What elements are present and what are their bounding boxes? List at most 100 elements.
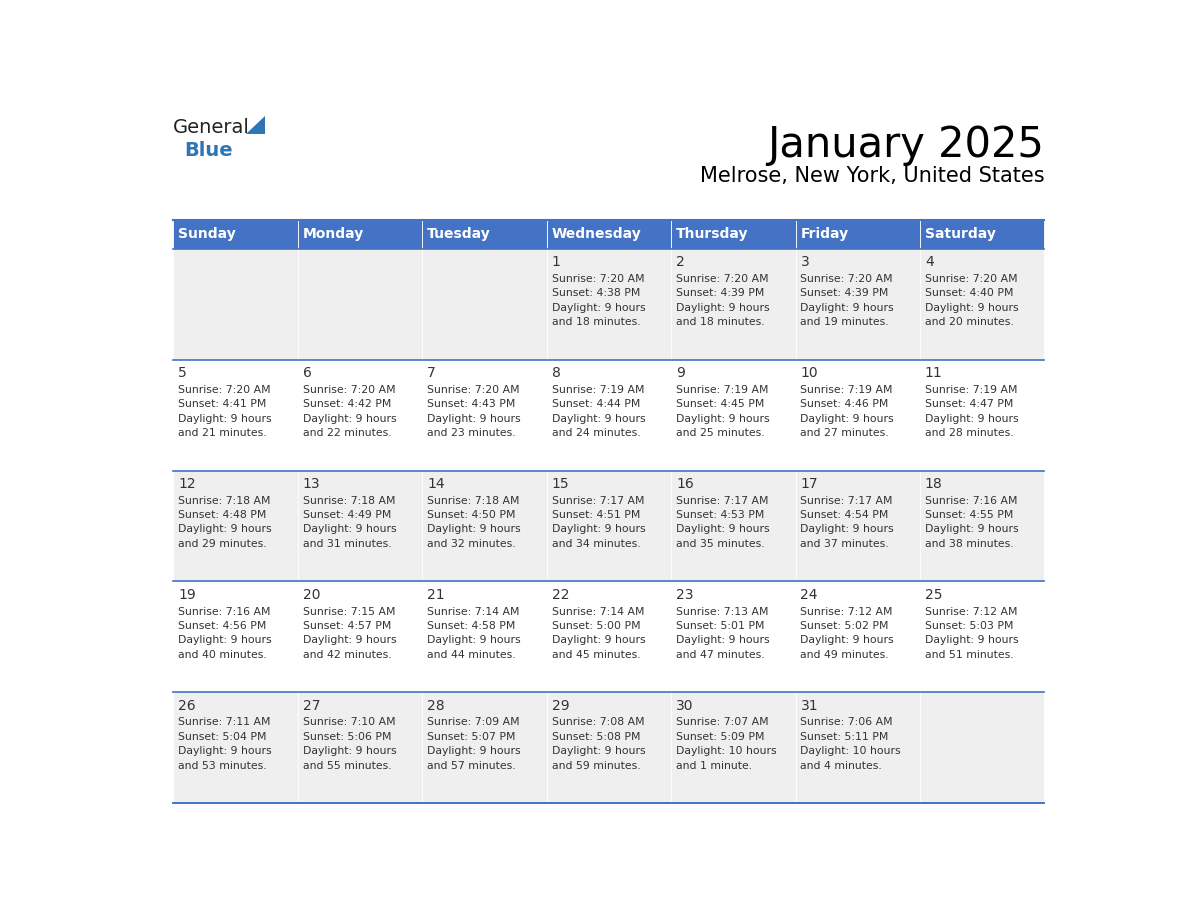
Bar <box>298 249 422 360</box>
Bar <box>173 692 298 803</box>
Text: Sunrise: 7:08 AM
Sunset: 5:08 PM
Daylight: 9 hours
and 59 minutes.: Sunrise: 7:08 AM Sunset: 5:08 PM Dayligh… <box>551 717 645 770</box>
Text: 17: 17 <box>801 477 819 491</box>
Bar <box>422 692 546 803</box>
Text: 16: 16 <box>676 477 694 491</box>
Text: Melrose, New York, United States: Melrose, New York, United States <box>700 165 1044 185</box>
Text: 4: 4 <box>925 255 934 269</box>
Text: Sunrise: 7:18 AM
Sunset: 4:49 PM
Daylight: 9 hours
and 31 minutes.: Sunrise: 7:18 AM Sunset: 4:49 PM Dayligh… <box>303 496 397 549</box>
Text: 30: 30 <box>676 699 694 713</box>
Bar <box>796 581 920 692</box>
Text: 20: 20 <box>303 588 321 602</box>
Text: Sunrise: 7:19 AM
Sunset: 4:44 PM
Daylight: 9 hours
and 24 minutes.: Sunrise: 7:19 AM Sunset: 4:44 PM Dayligh… <box>551 385 645 438</box>
Text: Sunrise: 7:14 AM
Sunset: 4:58 PM
Daylight: 9 hours
and 44 minutes.: Sunrise: 7:14 AM Sunset: 4:58 PM Dayligh… <box>428 607 520 660</box>
Text: Sunrise: 7:11 AM
Sunset: 5:04 PM
Daylight: 9 hours
and 53 minutes.: Sunrise: 7:11 AM Sunset: 5:04 PM Dayligh… <box>178 717 272 770</box>
Text: Sunrise: 7:20 AM
Sunset: 4:41 PM
Daylight: 9 hours
and 21 minutes.: Sunrise: 7:20 AM Sunset: 4:41 PM Dayligh… <box>178 385 272 438</box>
Bar <box>173 471 298 581</box>
Bar <box>671 360 796 471</box>
Text: Saturday: Saturday <box>925 227 996 241</box>
Text: Sunrise: 7:19 AM
Sunset: 4:46 PM
Daylight: 9 hours
and 27 minutes.: Sunrise: 7:19 AM Sunset: 4:46 PM Dayligh… <box>801 385 895 438</box>
Text: Friday: Friday <box>801 227 848 241</box>
Text: General: General <box>173 118 251 138</box>
Text: Sunrise: 7:10 AM
Sunset: 5:06 PM
Daylight: 9 hours
and 55 minutes.: Sunrise: 7:10 AM Sunset: 5:06 PM Dayligh… <box>303 717 397 770</box>
Text: 2: 2 <box>676 255 684 269</box>
Text: 18: 18 <box>925 477 943 491</box>
Bar <box>920 692 1044 803</box>
Text: 15: 15 <box>551 477 569 491</box>
Bar <box>920 471 1044 581</box>
Bar <box>796 692 920 803</box>
Bar <box>422 219 546 249</box>
Polygon shape <box>246 116 265 134</box>
Text: 19: 19 <box>178 588 196 602</box>
Bar <box>546 249 671 360</box>
Text: Sunday: Sunday <box>178 227 236 241</box>
Text: Blue: Blue <box>184 141 233 161</box>
Text: Sunrise: 7:18 AM
Sunset: 4:48 PM
Daylight: 9 hours
and 29 minutes.: Sunrise: 7:18 AM Sunset: 4:48 PM Dayligh… <box>178 496 272 549</box>
Text: Sunrise: 7:19 AM
Sunset: 4:47 PM
Daylight: 9 hours
and 28 minutes.: Sunrise: 7:19 AM Sunset: 4:47 PM Dayligh… <box>925 385 1018 438</box>
Text: 22: 22 <box>551 588 569 602</box>
Text: Sunrise: 7:19 AM
Sunset: 4:45 PM
Daylight: 9 hours
and 25 minutes.: Sunrise: 7:19 AM Sunset: 4:45 PM Dayligh… <box>676 385 770 438</box>
Text: 25: 25 <box>925 588 942 602</box>
Text: 27: 27 <box>303 699 321 713</box>
Text: 26: 26 <box>178 699 196 713</box>
Bar <box>546 471 671 581</box>
Bar <box>422 581 546 692</box>
Text: 28: 28 <box>428 699 444 713</box>
Bar <box>546 219 671 249</box>
Text: 8: 8 <box>551 366 561 380</box>
Bar <box>796 360 920 471</box>
Bar <box>173 360 298 471</box>
Text: 29: 29 <box>551 699 569 713</box>
Bar <box>671 581 796 692</box>
Bar <box>546 360 671 471</box>
Bar <box>298 581 422 692</box>
Bar <box>298 692 422 803</box>
Text: Sunrise: 7:17 AM
Sunset: 4:53 PM
Daylight: 9 hours
and 35 minutes.: Sunrise: 7:17 AM Sunset: 4:53 PM Dayligh… <box>676 496 770 549</box>
Bar <box>298 360 422 471</box>
Bar <box>671 219 796 249</box>
Text: 24: 24 <box>801 588 819 602</box>
Text: Sunrise: 7:20 AM
Sunset: 4:39 PM
Daylight: 9 hours
and 19 minutes.: Sunrise: 7:20 AM Sunset: 4:39 PM Dayligh… <box>801 274 895 327</box>
Text: 13: 13 <box>303 477 321 491</box>
Bar <box>173 219 298 249</box>
Bar <box>920 249 1044 360</box>
Text: 14: 14 <box>428 477 444 491</box>
Bar <box>546 581 671 692</box>
Text: Sunrise: 7:16 AM
Sunset: 4:56 PM
Daylight: 9 hours
and 40 minutes.: Sunrise: 7:16 AM Sunset: 4:56 PM Dayligh… <box>178 607 272 660</box>
Text: Sunrise: 7:18 AM
Sunset: 4:50 PM
Daylight: 9 hours
and 32 minutes.: Sunrise: 7:18 AM Sunset: 4:50 PM Dayligh… <box>428 496 520 549</box>
Text: 7: 7 <box>428 366 436 380</box>
Text: Sunrise: 7:09 AM
Sunset: 5:07 PM
Daylight: 9 hours
and 57 minutes.: Sunrise: 7:09 AM Sunset: 5:07 PM Dayligh… <box>428 717 520 770</box>
Text: 21: 21 <box>428 588 444 602</box>
Text: 10: 10 <box>801 366 819 380</box>
Text: Sunrise: 7:20 AM
Sunset: 4:43 PM
Daylight: 9 hours
and 23 minutes.: Sunrise: 7:20 AM Sunset: 4:43 PM Dayligh… <box>428 385 520 438</box>
Text: Sunrise: 7:07 AM
Sunset: 5:09 PM
Daylight: 10 hours
and 1 minute.: Sunrise: 7:07 AM Sunset: 5:09 PM Dayligh… <box>676 717 777 770</box>
Text: 31: 31 <box>801 699 819 713</box>
Bar <box>298 219 422 249</box>
Bar <box>298 471 422 581</box>
Bar <box>671 249 796 360</box>
Bar <box>920 360 1044 471</box>
Text: Sunrise: 7:12 AM
Sunset: 5:02 PM
Daylight: 9 hours
and 49 minutes.: Sunrise: 7:12 AM Sunset: 5:02 PM Dayligh… <box>801 607 895 660</box>
Text: Sunrise: 7:20 AM
Sunset: 4:39 PM
Daylight: 9 hours
and 18 minutes.: Sunrise: 7:20 AM Sunset: 4:39 PM Dayligh… <box>676 274 770 327</box>
Text: Tuesday: Tuesday <box>428 227 491 241</box>
Bar <box>796 471 920 581</box>
Bar <box>546 692 671 803</box>
Bar <box>422 249 546 360</box>
Bar <box>920 581 1044 692</box>
Text: Sunrise: 7:12 AM
Sunset: 5:03 PM
Daylight: 9 hours
and 51 minutes.: Sunrise: 7:12 AM Sunset: 5:03 PM Dayligh… <box>925 607 1018 660</box>
Text: 11: 11 <box>925 366 943 380</box>
Text: January 2025: January 2025 <box>767 124 1044 166</box>
Text: 12: 12 <box>178 477 196 491</box>
Text: Sunrise: 7:14 AM
Sunset: 5:00 PM
Daylight: 9 hours
and 45 minutes.: Sunrise: 7:14 AM Sunset: 5:00 PM Dayligh… <box>551 607 645 660</box>
Text: 23: 23 <box>676 588 694 602</box>
Text: Sunrise: 7:20 AM
Sunset: 4:38 PM
Daylight: 9 hours
and 18 minutes.: Sunrise: 7:20 AM Sunset: 4:38 PM Dayligh… <box>551 274 645 327</box>
Text: Sunrise: 7:15 AM
Sunset: 4:57 PM
Daylight: 9 hours
and 42 minutes.: Sunrise: 7:15 AM Sunset: 4:57 PM Dayligh… <box>303 607 397 660</box>
Text: Sunrise: 7:06 AM
Sunset: 5:11 PM
Daylight: 10 hours
and 4 minutes.: Sunrise: 7:06 AM Sunset: 5:11 PM Dayligh… <box>801 717 902 770</box>
Text: Sunrise: 7:20 AM
Sunset: 4:42 PM
Daylight: 9 hours
and 22 minutes.: Sunrise: 7:20 AM Sunset: 4:42 PM Dayligh… <box>303 385 397 438</box>
Bar <box>422 360 546 471</box>
Bar <box>422 471 546 581</box>
Bar <box>796 249 920 360</box>
Text: 3: 3 <box>801 255 809 269</box>
Text: 1: 1 <box>551 255 561 269</box>
Text: Sunrise: 7:13 AM
Sunset: 5:01 PM
Daylight: 9 hours
and 47 minutes.: Sunrise: 7:13 AM Sunset: 5:01 PM Dayligh… <box>676 607 770 660</box>
